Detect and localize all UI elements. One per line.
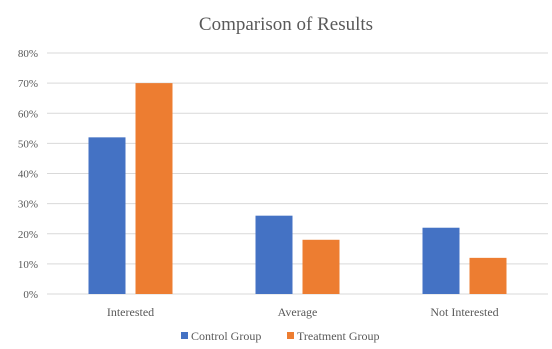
y-tick-label: 10% [18, 259, 38, 271]
y-tick-label: 80% [18, 48, 38, 60]
y-axis-ticks: 0% 10% 20% 30% 40% 50% 60% 70% 80% [18, 48, 38, 301]
bar-control-group-average [255, 215, 293, 294]
bar-treatment-group-not-interested [469, 257, 507, 294]
bars [88, 83, 507, 294]
y-tick-label: 40% [18, 169, 38, 181]
legend-swatch [287, 332, 294, 339]
bar-treatment-group-interested [135, 83, 173, 294]
gridlines [47, 52, 548, 295]
legend-label: Treatment Group [297, 329, 380, 343]
x-category-label: Not Interested [430, 305, 498, 319]
legend-label: Control Group [191, 329, 261, 343]
y-tick-label: 30% [18, 199, 38, 211]
bar-control-group-not-interested [422, 227, 460, 294]
bar-treatment-group-average [302, 239, 340, 294]
bar-control-group-interested [88, 137, 126, 294]
y-tick-label: 70% [18, 78, 38, 90]
x-category-label: Interested [107, 305, 154, 319]
y-tick-label: 20% [18, 229, 38, 241]
y-tick-label: 60% [18, 108, 38, 120]
y-tick-label: 50% [18, 138, 38, 150]
x-axis-categories: Interested Average Not Interested [107, 305, 499, 319]
legend-swatch [181, 332, 188, 339]
chart-title: Comparison of Results [199, 14, 373, 35]
x-category-label: Average [278, 305, 318, 319]
y-tick-label: 0% [23, 289, 38, 301]
legend: Control Group Treatment Group [181, 329, 380, 343]
